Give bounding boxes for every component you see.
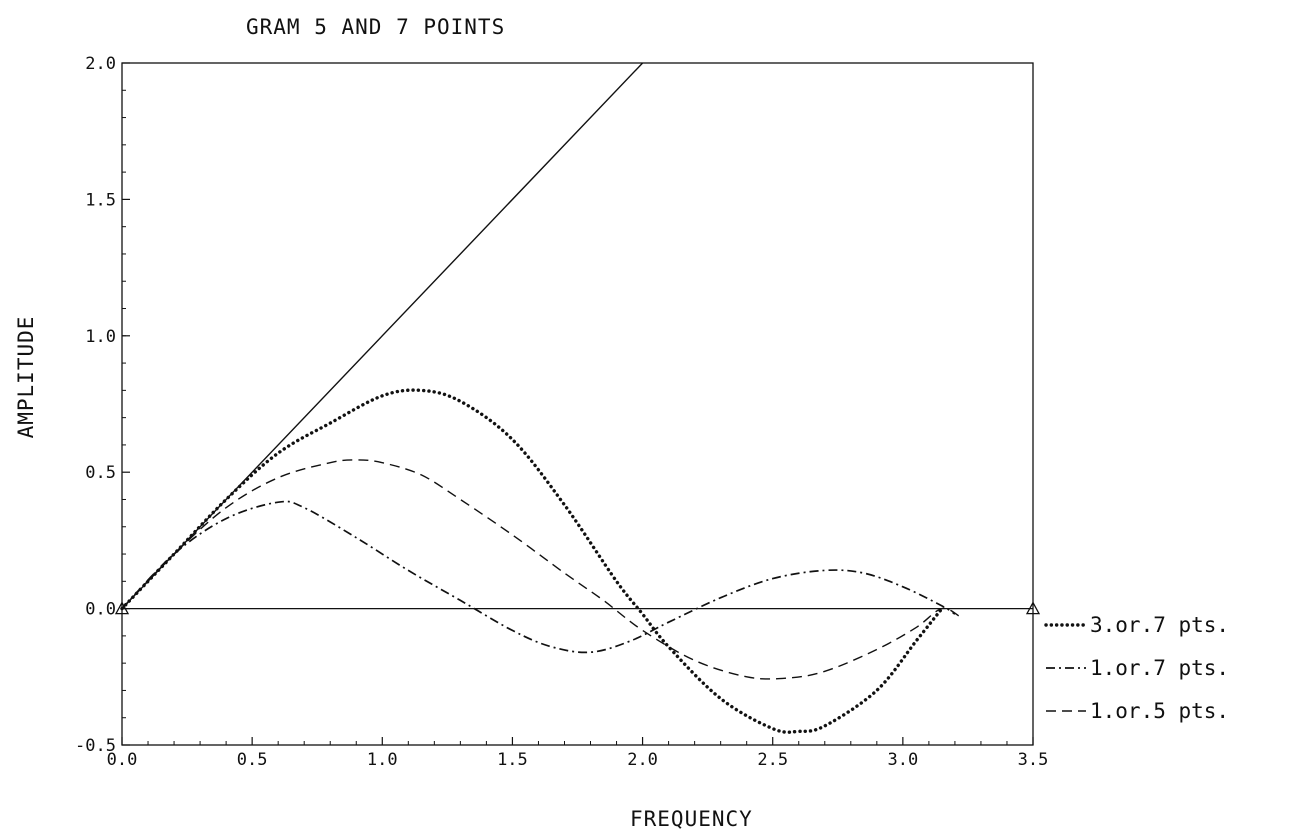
series-layer (120, 62, 961, 734)
y-axis-label: AMPLITUDE (14, 316, 38, 439)
x-tick-label: 0.0 (107, 750, 138, 770)
triangle-marker (114, 601, 130, 615)
y-ticks: -0.5 0.0 0.5 1.0 1.5 2.0 (75, 54, 130, 756)
y-tick-label: 1.5 (85, 190, 116, 210)
legend-label: 1.or.7 pts. (1090, 656, 1229, 680)
x-ticks: 0.0 0.5 1.0 1.5 2.0 2.5 3.0 3.5 (107, 737, 1049, 770)
y-tick-label: 0.5 (85, 463, 116, 483)
series-line-dashdot (121, 500, 956, 654)
chart-title: GRAM 5 AND 7 POINTS (246, 15, 505, 39)
x-tick-label: 1.5 (497, 750, 528, 770)
x-tick-label: 1.0 (367, 750, 398, 770)
triangle-marker (1025, 601, 1041, 615)
x-tick-label: 3.5 (1018, 750, 1049, 770)
x-tick-label: 2.0 (627, 750, 658, 770)
legend: 3.or.7 pts. 1.or.7 pts. 1.or.5 pts. (1044, 613, 1229, 723)
y-tick-label: 1.0 (85, 327, 116, 347)
y-tick-label: 2.0 (85, 54, 116, 74)
x-tick-label: 2.5 (757, 750, 788, 770)
x-tick-label: 0.5 (237, 750, 268, 770)
plot-border (121, 62, 1034, 746)
x-axis-label: FREQUENCY (630, 807, 753, 831)
plot-frame (121, 62, 1034, 746)
y-tick-label: -0.5 (75, 736, 116, 756)
series-line-solid (121, 62, 644, 610)
y-tick-label: 0.0 (85, 600, 116, 620)
x-tick-label: 3.0 (887, 750, 918, 770)
legend-label: 3.or.7 pts. (1090, 613, 1229, 637)
series-line-dashed (121, 459, 961, 680)
series-line-dotted (120, 388, 944, 734)
legend-label: 1.or.5 pts. (1090, 699, 1229, 723)
markers-layer (114, 601, 1041, 615)
